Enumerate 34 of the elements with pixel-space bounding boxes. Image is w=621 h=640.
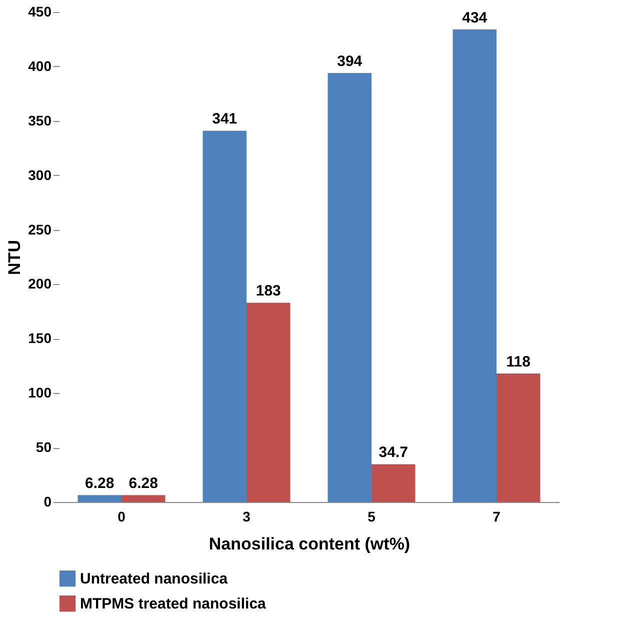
bar — [496, 374, 540, 502]
legend-label: Untreated nanosilica — [80, 570, 228, 588]
bar — [246, 302, 290, 502]
y-tick-label: 150 — [28, 330, 52, 346]
data-label: 118 — [506, 354, 530, 371]
data-label: 6.28 — [128, 475, 158, 492]
bar — [202, 130, 246, 502]
bar — [78, 495, 122, 502]
y-tick-label: 50 — [36, 439, 52, 456]
y-axis-title: NTU — [5, 240, 24, 275]
data-label: 341 — [212, 110, 238, 128]
y-tick-label: 250 — [28, 221, 52, 238]
data-label: 394 — [337, 52, 363, 70]
x-tick-label: 0 — [118, 508, 126, 524]
y-tick-label: 200 — [28, 276, 52, 292]
x-tick-label: 3 — [242, 508, 251, 524]
bar — [122, 495, 166, 502]
y-tick-label: 350 — [28, 112, 52, 128]
x-tick-label: 5 — [368, 508, 376, 524]
legend-label: MTPMS treated nanosilica — [80, 596, 267, 612]
x-axis-title: Nanosilica content (wt%) — [208, 534, 410, 554]
data-label: 34.7 — [378, 444, 408, 462]
bar — [452, 29, 496, 502]
data-label: 6.28 — [85, 475, 114, 492]
y-tick-label: 300 — [28, 166, 52, 183]
bar — [328, 72, 372, 502]
y-tick-label: 450 — [28, 4, 52, 20]
data-label: 434 — [462, 9, 488, 26]
y-tick-label: 100 — [28, 384, 52, 401]
bar — [372, 464, 416, 502]
y-tick-label: 400 — [28, 58, 52, 74]
y-tick-label: 0 — [44, 494, 52, 510]
data-label: 183 — [256, 282, 281, 300]
x-tick-label: 7 — [492, 508, 501, 524]
